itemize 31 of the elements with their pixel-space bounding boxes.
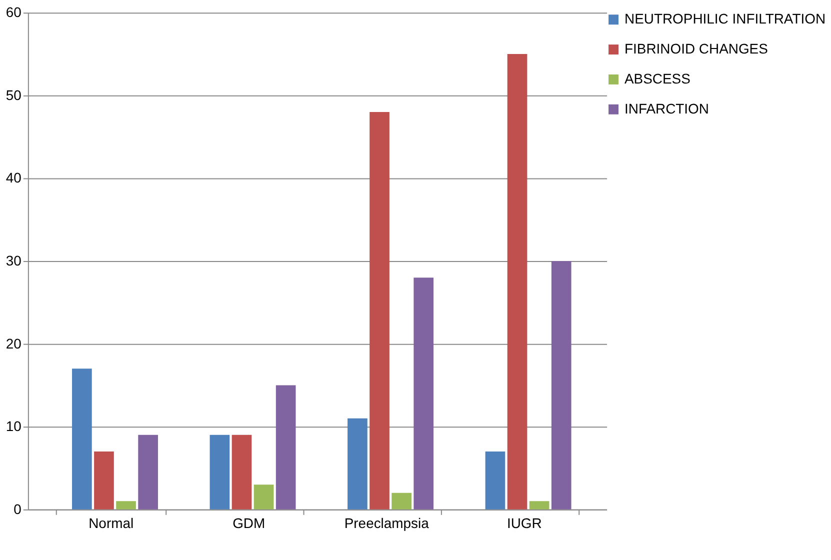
bar — [210, 434, 230, 510]
y-tick-label: 30 — [6, 252, 22, 269]
y-tick-label: 20 — [6, 335, 22, 352]
y-tick-label: 60 — [6, 4, 22, 20]
legend-label: ABSCESS — [624, 70, 690, 86]
legend-label: FIBRINOID CHANGES — [624, 40, 768, 57]
bar — [94, 451, 114, 510]
x-tick-label: Preeclampsia — [344, 514, 430, 531]
bar — [72, 368, 92, 510]
y-tick-label: 10 — [6, 418, 22, 434]
y-tick-label: 40 — [6, 170, 22, 186]
bar — [485, 451, 506, 510]
legend-label: NEUTROPHILIC INFILTRATION — [624, 10, 826, 27]
y-tick-label: 50 — [6, 86, 22, 103]
bar — [551, 261, 572, 510]
bar — [254, 484, 274, 510]
y-tick-label: 0 — [14, 500, 22, 517]
x-tick-label: IUGR — [506, 514, 542, 531]
bar — [507, 54, 528, 510]
bar — [370, 112, 390, 510]
x-tick-label: Normal — [88, 514, 134, 531]
bar — [138, 434, 158, 510]
bar — [276, 385, 296, 510]
x-tick-label: GDM — [232, 514, 266, 531]
bar — [116, 501, 136, 510]
bar — [529, 501, 550, 510]
bar — [414, 278, 434, 510]
legend-label: INFARCTION — [624, 100, 709, 116]
bar — [392, 492, 412, 510]
bar — [348, 418, 368, 510]
bar — [232, 434, 252, 510]
